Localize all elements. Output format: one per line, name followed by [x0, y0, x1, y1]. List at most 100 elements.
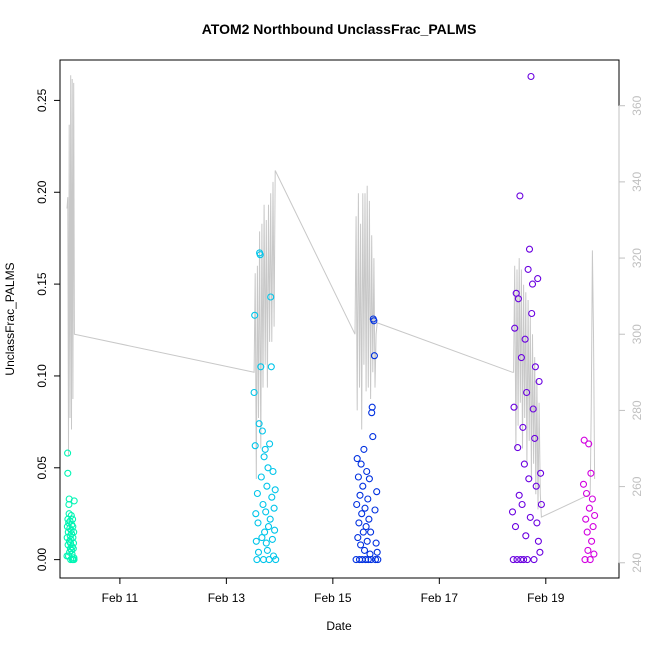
- data-point: [585, 504, 593, 512]
- y2-tick-label: 360: [630, 95, 644, 115]
- data-point: [529, 405, 537, 413]
- data-point: [591, 511, 599, 520]
- secondary-line-layer: [66, 75, 596, 518]
- y2-tick-label: 320: [630, 248, 644, 268]
- data-point: [581, 556, 589, 564]
- data-point: [365, 475, 373, 483]
- data-point: [258, 427, 266, 435]
- data-point: [256, 251, 264, 259]
- data-point: [261, 528, 269, 536]
- data-point: [70, 497, 78, 505]
- data-point: [359, 528, 367, 536]
- data-point: [520, 460, 528, 468]
- data-point: [582, 489, 591, 498]
- x-tick-label: Feb 19: [527, 591, 565, 605]
- data-point: [271, 486, 279, 494]
- data-point: [579, 480, 588, 488]
- data-point: [262, 539, 270, 547]
- data-point: [355, 519, 363, 527]
- data-point: [514, 295, 522, 303]
- data-point: [270, 504, 278, 512]
- data-point: [252, 510, 260, 518]
- data-point: [269, 552, 278, 560]
- data-point: [370, 352, 378, 360]
- y-tick-label: 0.25: [35, 88, 49, 112]
- data-point: [70, 556, 78, 564]
- data-point: [533, 519, 541, 527]
- data-point: [373, 488, 381, 496]
- data-point: [520, 556, 528, 564]
- data-point: [534, 275, 542, 283]
- x-tick-label: Feb 17: [421, 591, 459, 605]
- data-point: [511, 523, 520, 531]
- data-point: [524, 265, 532, 273]
- data-point: [521, 335, 529, 343]
- data-point: [257, 363, 265, 371]
- y2-tick-label: 280: [630, 400, 644, 420]
- data-point: [374, 556, 382, 564]
- data-point: [266, 440, 274, 448]
- data-point: [588, 537, 596, 545]
- data-point: [527, 72, 535, 81]
- data-point: [250, 388, 258, 397]
- data-point: [268, 493, 276, 501]
- chart-title: ATOM2 Northbound UnclassFrac_PALMS: [202, 21, 477, 37]
- y2-tick-label: 260: [630, 476, 644, 496]
- data-point: [269, 467, 277, 476]
- data-point: [254, 519, 262, 527]
- x-tick-label: Feb 11: [102, 591, 139, 605]
- data-point: [526, 513, 534, 521]
- data-point: [516, 192, 524, 200]
- data-point: [353, 455, 361, 463]
- data-point: [510, 403, 518, 411]
- data-point: [530, 556, 538, 564]
- data-point: [354, 473, 362, 481]
- data-point: [580, 436, 588, 444]
- data-point: [537, 469, 545, 477]
- data-point: [360, 445, 368, 453]
- data-point: [263, 482, 271, 490]
- data-point: [513, 556, 521, 564]
- data-point: [528, 280, 537, 288]
- data-point: [253, 556, 261, 564]
- data-point: [371, 506, 379, 514]
- y-tick-label: 0.05: [35, 456, 49, 480]
- data-point: [64, 449, 72, 457]
- data-point: [264, 464, 272, 472]
- data-point: [353, 500, 361, 509]
- data-point: [68, 530, 76, 538]
- data-point: [265, 556, 273, 564]
- data-point: [361, 504, 369, 512]
- y-axis-label: UnclassFrac_PALMS: [3, 262, 17, 375]
- y-tick-label: 0.15: [35, 272, 49, 296]
- data-point: [372, 539, 380, 547]
- x-axis-label: Date: [326, 619, 352, 633]
- data-point: [257, 473, 265, 481]
- data-point: [534, 537, 542, 545]
- y2-tick-label: 340: [630, 172, 644, 192]
- y-tick-label: 0.20: [35, 180, 49, 204]
- data-point: [251, 311, 259, 319]
- data-point: [67, 546, 76, 554]
- data-point: [522, 532, 530, 540]
- y-axis-left: 0.00 0.05 0.10 0.15 0.20 0.25: [35, 88, 61, 571]
- data-point: [536, 548, 544, 556]
- data-point: [259, 500, 267, 509]
- y2-tick-label: 300: [630, 324, 644, 344]
- data-point: [586, 556, 594, 564]
- x-tick-label: Feb 15: [314, 591, 352, 605]
- data-point: [359, 482, 367, 490]
- data-point: [589, 523, 597, 531]
- y-axis-right: 240 260 280 300 320 340 360: [618, 95, 644, 573]
- data-point: [518, 500, 526, 509]
- data-point: [260, 453, 268, 461]
- data-point: [588, 495, 596, 503]
- data-point: [523, 388, 531, 397]
- data-point: [358, 510, 366, 518]
- data-point: [587, 469, 595, 477]
- data-point: [517, 354, 525, 362]
- data-point: [369, 433, 377, 441]
- data-point: [271, 526, 279, 534]
